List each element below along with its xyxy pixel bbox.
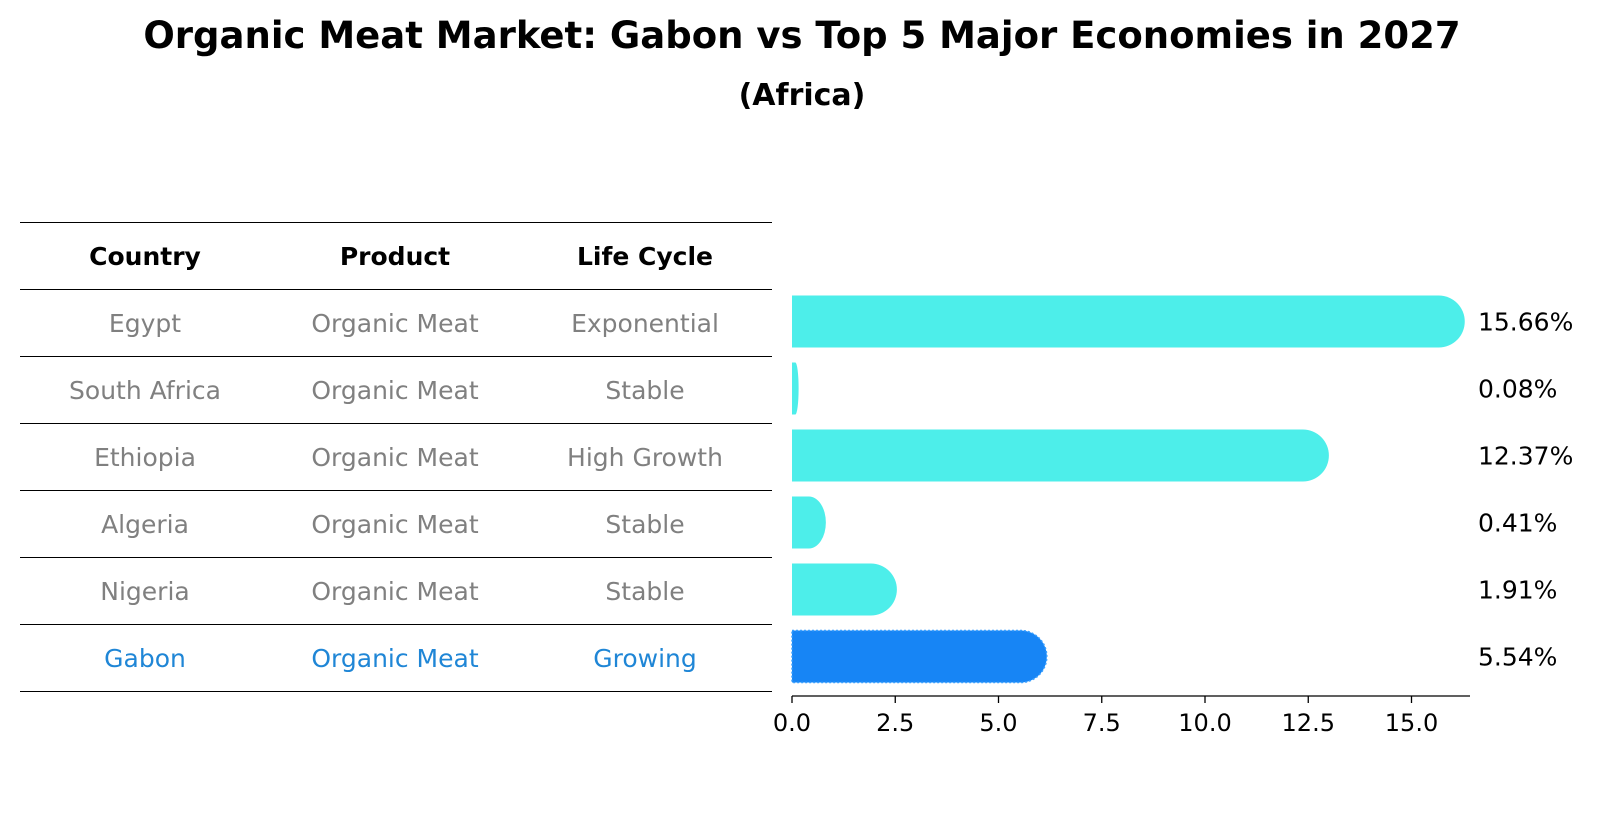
value-labels-layer: 15.66% 0.08% 12.37% 0.41% 1.91% 5.54% xyxy=(1478,308,1573,672)
table-row: Algeria Organic Meat Stable xyxy=(20,491,772,558)
x-tick-label: 10.0 xyxy=(1178,709,1231,737)
bar-south-africa xyxy=(792,362,799,415)
cell-life-cycle: Stable xyxy=(605,576,685,606)
value-label: 0.08% xyxy=(1478,375,1557,404)
cell-country: South Africa xyxy=(69,375,221,405)
cell-country: Egypt xyxy=(108,308,182,338)
cell-product: Organic Meat xyxy=(311,442,479,472)
header-country: Country xyxy=(89,241,201,271)
cell-product: Organic Meat xyxy=(311,576,479,606)
value-label: 1.91% xyxy=(1478,576,1557,605)
bar-nigeria xyxy=(792,563,897,616)
value-label: 0.41% xyxy=(1478,509,1557,538)
chart-title: Organic Meat Market: Gabon vs Top 5 Majo… xyxy=(143,14,1461,57)
chart-subtitle: (Africa) xyxy=(738,78,866,113)
bars-layer xyxy=(791,295,1465,684)
cell-life-cycle: Exponential xyxy=(571,308,719,338)
table-row: South Africa Organic Meat Stable xyxy=(20,357,772,424)
bar-ethiopia xyxy=(792,429,1329,482)
table-header-row: Country Product Life Cycle xyxy=(20,222,772,290)
x-tick-label: 2.5 xyxy=(876,709,914,737)
table-row: Nigeria Organic Meat Stable xyxy=(20,558,772,625)
value-label: 12.37% xyxy=(1478,442,1573,471)
cell-country: Algeria xyxy=(101,509,189,539)
x-tick-label: 7.5 xyxy=(1083,709,1121,737)
value-label: 5.54% xyxy=(1478,643,1557,672)
data-table: Country Product Life Cycle Egypt Organic… xyxy=(20,222,772,692)
cell-product: Organic Meat xyxy=(311,509,479,539)
x-axis: 0.0 2.5 5.0 7.5 10.0 12.5 15.0 xyxy=(773,695,1470,737)
x-tick-label: 0.0 xyxy=(773,709,811,737)
cell-product: Organic Meat xyxy=(311,308,479,338)
table-row: Ethiopia Organic Meat High Growth xyxy=(20,424,772,491)
x-tick-label: 15.0 xyxy=(1385,709,1438,737)
x-tick-label: 5.0 xyxy=(979,709,1017,737)
cell-product: Organic Meat xyxy=(311,643,479,673)
table-row: Gabon Organic Meat Growing xyxy=(20,625,772,692)
cell-product: Organic Meat xyxy=(311,375,479,405)
cell-life-cycle: Growing xyxy=(593,643,697,673)
cell-country: Gabon xyxy=(104,643,186,673)
cell-life-cycle: High Growth xyxy=(567,442,723,472)
table-row: Egypt Organic Meat Exponential xyxy=(20,290,772,357)
cell-country: Nigeria xyxy=(100,576,190,606)
cell-life-cycle: Stable xyxy=(605,509,685,539)
header-life-cycle: Life Cycle xyxy=(576,241,714,271)
value-label: 15.66% xyxy=(1478,308,1573,337)
bar-algeria xyxy=(792,496,826,549)
bar-egypt xyxy=(792,295,1465,348)
cell-life-cycle: Stable xyxy=(605,375,685,405)
bar-gabon xyxy=(791,629,1048,684)
x-tick-label: 12.5 xyxy=(1282,709,1335,737)
cell-country: Ethiopia xyxy=(94,442,196,472)
header-product: Product xyxy=(339,241,451,271)
